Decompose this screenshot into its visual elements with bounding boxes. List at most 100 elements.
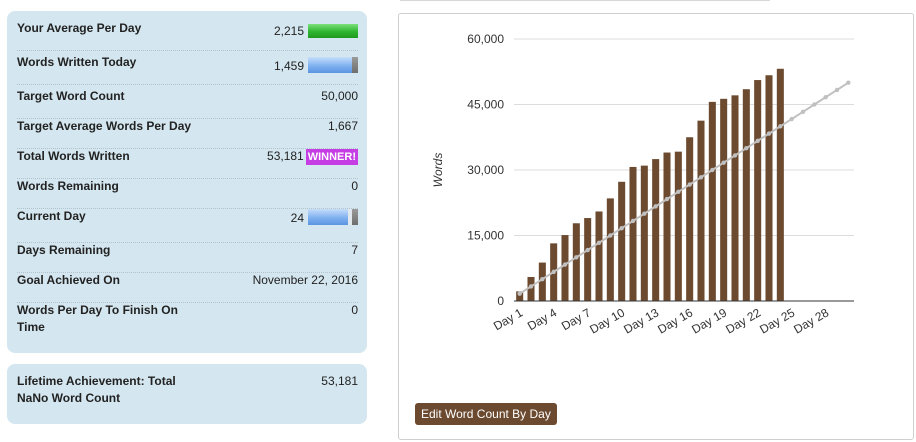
bar-day-22 xyxy=(754,80,762,302)
stat-row-current-day: Current Day 24 xyxy=(17,208,358,243)
stat-value-goal-achieved: November 22, 2016 xyxy=(252,273,358,287)
bar-day-15 xyxy=(674,151,682,301)
current-day-progress-bar xyxy=(308,209,358,225)
winner-badge: WINNER! xyxy=(305,149,358,165)
stat-value-lifetime: 53,181 xyxy=(321,374,358,388)
target-point xyxy=(744,145,749,151)
y-axis-title: Words xyxy=(431,153,445,188)
y-tick-label: 30,000 xyxy=(467,163,504,177)
x-tick-label: Day 25 xyxy=(757,305,797,336)
stats-panel: Your Average Per Day 2,215 Words Written… xyxy=(7,11,367,353)
stat-label-target: Target Word Count xyxy=(17,89,125,103)
target-point xyxy=(574,255,579,260)
bar-day-18 xyxy=(708,101,716,301)
bar-day-5 xyxy=(561,235,569,301)
stat-row-goal-achieved: Goal Achieved On November 22, 2016 xyxy=(17,272,358,303)
bar-day-6 xyxy=(572,223,580,301)
target-point xyxy=(596,240,602,245)
stat-label-days-remaining: Days Remaining xyxy=(17,243,111,257)
y-tick-label: 45,000 xyxy=(467,98,504,112)
word-count-chart: 0 15,000 30,000 45,000 60,000 Words Day 1 Day 4… xyxy=(431,32,854,337)
bar-day-20 xyxy=(731,95,739,301)
current-day-progress-cap xyxy=(352,209,358,225)
bar-day-12 xyxy=(640,165,648,301)
current-day-progress-fill xyxy=(308,209,348,225)
target-point xyxy=(710,167,715,173)
y-tick-label: 60,000 xyxy=(467,32,504,46)
bar-day-7 xyxy=(584,218,592,301)
target-point xyxy=(562,262,568,267)
x-tick-label: Day 19 xyxy=(689,305,729,336)
target-point xyxy=(800,109,806,114)
x-tick-label: Day 22 xyxy=(723,305,763,336)
stat-label-average: Your Average Per Day xyxy=(17,21,142,35)
stat-row-words-today: Words Written Today 1,459 xyxy=(17,54,358,85)
stat-row-days-remaining: Days Remaining 7 xyxy=(17,242,358,273)
target-point xyxy=(766,131,772,136)
stat-row-target-avg: Target Average Words Per Day 1,667 xyxy=(17,118,358,149)
target-point xyxy=(540,276,545,282)
target-point xyxy=(789,116,794,122)
stat-row-lifetime: Lifetime Achievement: Total NaNo Word Co… xyxy=(17,373,358,413)
y-tick-label: 0 xyxy=(497,294,504,308)
word-count-chart-card: 0 15,000 30,000 45,000 60,000 Words Day 1 Day 4… xyxy=(398,13,914,440)
stat-row-average: Your Average Per Day 2,215 xyxy=(17,20,358,51)
bar-day-23 xyxy=(765,75,773,301)
x-tick-label: Day 13 xyxy=(621,305,661,336)
stat-value-current-day: 24 xyxy=(290,211,304,225)
target-point xyxy=(653,204,658,209)
stat-value-words-today: 1,459 xyxy=(273,59,304,73)
bar-day-21 xyxy=(742,89,750,301)
x-tick-label: Day 4 xyxy=(525,305,559,333)
stat-value-finish-on-time: 0 xyxy=(351,303,358,317)
bar-day-2 xyxy=(527,276,535,301)
stat-label-remaining: Words Remaining xyxy=(17,179,119,193)
target-point xyxy=(517,291,522,296)
average-bar xyxy=(308,24,358,38)
target-point xyxy=(585,247,590,253)
stat-label-goal-achieved: Goal Achieved On xyxy=(17,273,120,287)
target-point xyxy=(755,138,760,144)
bar-day-9 xyxy=(606,198,614,301)
y-tick-label: 15,000 xyxy=(467,229,504,243)
bar-day-19 xyxy=(720,98,728,301)
bar-day-1 xyxy=(516,291,524,301)
stat-value-target-avg: 1,667 xyxy=(327,119,358,133)
bar-day-10 xyxy=(618,181,626,301)
stat-value-remaining: 0 xyxy=(351,179,358,193)
target-point xyxy=(687,182,692,187)
bar-day-16 xyxy=(686,137,694,301)
bar-day-17 xyxy=(697,120,705,301)
bar-day-13 xyxy=(652,159,660,301)
target-point xyxy=(664,196,670,202)
x-tick-label: Day 16 xyxy=(655,305,695,336)
stat-value-average: 2,215 xyxy=(273,24,304,38)
target-point xyxy=(551,269,556,275)
stat-row-finish-on-time: Words Per Day To Finish On Time 0 xyxy=(17,302,358,342)
stat-label-finish-on-time: Words Per Day To Finish On Time xyxy=(17,303,178,334)
x-tick-label: Day 28 xyxy=(791,305,831,336)
target-point xyxy=(732,153,738,158)
lifetime-panel: Lifetime Achievement: Total NaNo Word Co… xyxy=(7,364,367,424)
stat-row-remaining: Words Remaining 0 xyxy=(17,178,358,209)
target-point xyxy=(676,189,681,195)
target-point xyxy=(630,218,636,224)
stat-label-lifetime: Lifetime Achievement: Total NaNo Word Co… xyxy=(17,374,176,405)
edit-word-count-button[interactable]: Edit Word Count By Day xyxy=(415,403,557,425)
target-point xyxy=(698,175,704,180)
bar-day-3 xyxy=(538,262,546,301)
bar-day-8 xyxy=(595,211,603,301)
target-point xyxy=(812,102,817,107)
x-tick-label: Day 1 xyxy=(491,305,525,333)
target-point xyxy=(721,160,726,165)
stat-label-words-today: Words Written Today xyxy=(17,55,137,69)
stat-label-current-day: Current Day xyxy=(17,209,86,223)
target-point xyxy=(823,95,828,100)
target-point xyxy=(846,80,851,85)
stat-label-target-avg: Target Average Words Per Day xyxy=(17,119,192,133)
words-today-progress-bar xyxy=(308,57,358,73)
target-point xyxy=(778,124,783,129)
stat-label-total: Total Words Written xyxy=(17,149,130,163)
words-today-progress-fill xyxy=(308,57,352,73)
words-today-progress-cap xyxy=(352,57,358,73)
